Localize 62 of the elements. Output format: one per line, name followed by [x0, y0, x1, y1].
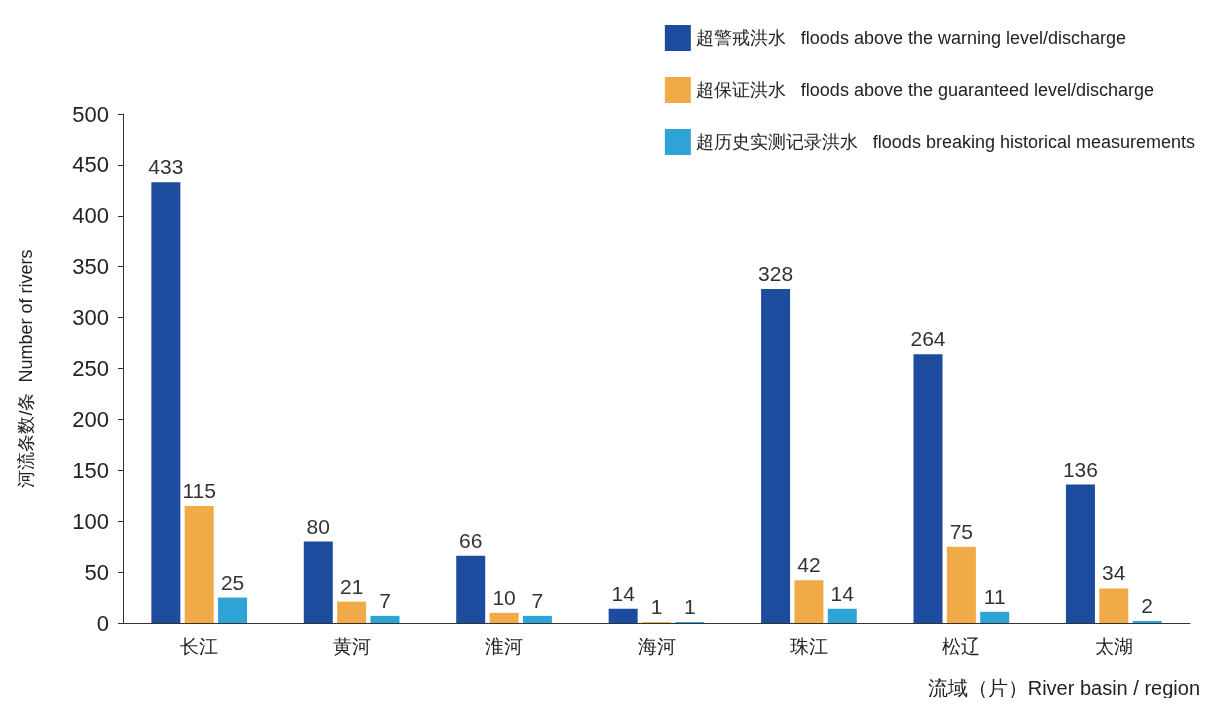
- y-tick-label: 100: [72, 508, 109, 534]
- data-label: 14: [830, 581, 855, 605]
- data-label: 42: [797, 553, 821, 577]
- y-tick-label: 400: [72, 203, 109, 229]
- bar: [1132, 620, 1162, 623]
- data-label: 34: [1102, 561, 1126, 585]
- data-label: 10: [492, 585, 516, 609]
- bar: [1065, 484, 1095, 623]
- data-label: 328: [758, 262, 794, 286]
- data-label: 25: [220, 570, 245, 594]
- x-tick-label: 长江: [180, 636, 219, 657]
- bar: [1099, 588, 1129, 623]
- bar: [184, 505, 214, 623]
- y-tick-label: 500: [72, 101, 109, 127]
- bar: [794, 580, 824, 623]
- y-tick-label: 200: [72, 406, 109, 432]
- y-tick-label: 50: [84, 559, 109, 585]
- data-label: 7: [531, 588, 544, 612]
- bar: [303, 541, 333, 623]
- data-label: 433: [148, 155, 184, 179]
- data-label: 1: [650, 594, 663, 618]
- bar: [761, 289, 791, 623]
- data-label: 115: [182, 478, 216, 502]
- data-label: 75: [949, 519, 974, 543]
- bar: [370, 615, 400, 623]
- bar: [489, 612, 519, 623]
- data-label: 14: [611, 581, 636, 605]
- bar: [980, 611, 1010, 623]
- data-label: 80: [306, 514, 330, 538]
- data-label: 66: [459, 528, 483, 552]
- bar: [608, 608, 638, 623]
- y-tick-label: 350: [72, 254, 109, 280]
- bar: [946, 546, 976, 623]
- bar: [456, 555, 486, 623]
- x-tick-label: 珠江: [789, 636, 828, 657]
- y-tick-label: 450: [72, 152, 109, 178]
- x-tick-label: 太湖: [1094, 636, 1133, 657]
- bar: [218, 597, 248, 623]
- x-tick-label: 黄河: [332, 636, 371, 657]
- data-label: 1: [684, 594, 696, 618]
- data-label: 7: [379, 588, 391, 612]
- data-label: 11: [983, 584, 1006, 608]
- y-tick-label: 250: [72, 356, 109, 381]
- data-label: 21: [339, 574, 364, 598]
- data-label: 136: [1062, 457, 1098, 481]
- data-label: 2: [1141, 593, 1153, 617]
- bar: [337, 601, 367, 623]
- y-tick-label: 150: [72, 457, 109, 483]
- x-tick-label: 松辽: [942, 636, 981, 657]
- legend-label: 超警戒洪水 floods above the warning level/discharge: [695, 28, 1127, 48]
- y-tick-label: 300: [72, 305, 109, 331]
- y-axis-title: 河流条数/条 Number of rivers: [16, 249, 36, 488]
- x-tick-label: 淮河: [485, 636, 524, 657]
- bar: [151, 182, 181, 623]
- bar: [913, 354, 943, 623]
- legend-label: 超保证洪水 floods above the guaranteed level/discharge: [695, 80, 1155, 100]
- data-label: 264: [910, 327, 946, 351]
- legend-label: 超历史实测记录洪水 floods breaking historical measurements: [695, 132, 1196, 152]
- bar: [522, 615, 552, 623]
- bar: [827, 608, 857, 623]
- y-tick-label: 0: [96, 610, 109, 636]
- x-tick-label: 海河: [637, 636, 676, 657]
